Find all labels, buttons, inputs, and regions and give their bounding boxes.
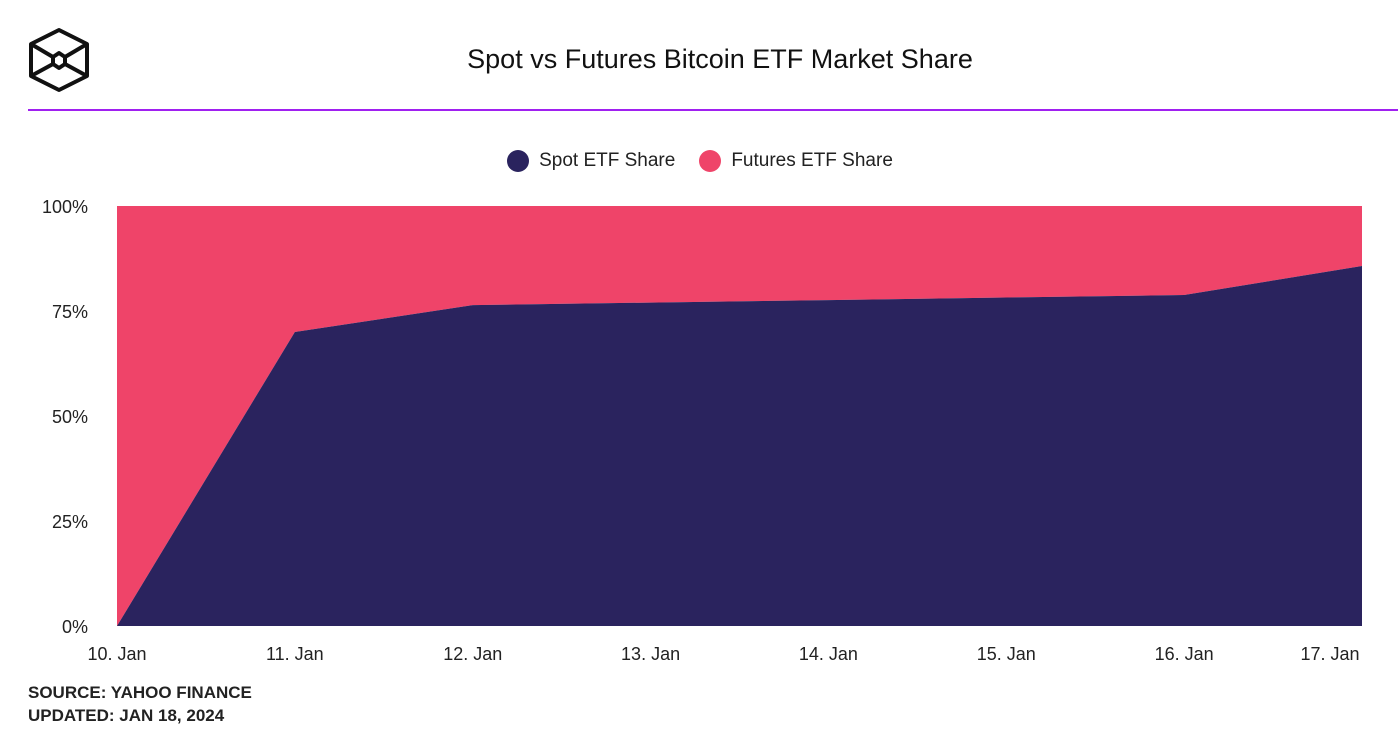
legend-marker-futures xyxy=(699,150,722,172)
y-tick-label: 100% xyxy=(42,197,88,217)
y-tick-label: 25% xyxy=(52,512,88,532)
title-divider xyxy=(28,109,1398,111)
legend-label-futures: Futures ETF Share xyxy=(731,150,893,171)
y-tick-label: 50% xyxy=(52,407,88,427)
legend-marker-spot xyxy=(507,150,530,172)
x-tick-label: 16. Jan xyxy=(1155,644,1214,664)
x-tick-label: 15. Jan xyxy=(977,644,1036,664)
y-tick-label: 0% xyxy=(62,617,88,637)
legend: Spot ETF Share Futures ETF Share xyxy=(0,150,1400,172)
logo-cube-icon xyxy=(29,28,89,92)
x-tick-label: 10. Jan xyxy=(87,644,146,664)
x-tick-label: 17. Jan xyxy=(1300,644,1359,664)
area-spot-etf-share xyxy=(117,266,1362,626)
x-tick-label: 13. Jan xyxy=(621,644,680,664)
chart-title: Spot vs Futures Bitcoin ETF Market Share xyxy=(467,44,973,74)
legend-item-futures[interactable]: Futures ETF Share xyxy=(699,150,893,172)
legend-item-spot[interactable]: Spot ETF Share xyxy=(507,150,675,172)
source-note: SOURCE: YAHOO FINANCE xyxy=(28,683,252,702)
updated-note: UPDATED: JAN 18, 2024 xyxy=(28,706,225,725)
x-tick-label: 12. Jan xyxy=(443,644,502,664)
y-tick-label: 75% xyxy=(52,302,88,322)
x-tick-label: 14. Jan xyxy=(799,644,858,664)
area-chart: 0% 25% 50% 75% 100% 10. Jan 11. Jan 12. Jan 13. … xyxy=(42,197,1362,664)
x-tick-label: 11. Jan xyxy=(266,644,324,664)
area-futures-etf-share xyxy=(117,206,1362,626)
legend-label-spot: Spot ETF Share xyxy=(539,150,676,171)
